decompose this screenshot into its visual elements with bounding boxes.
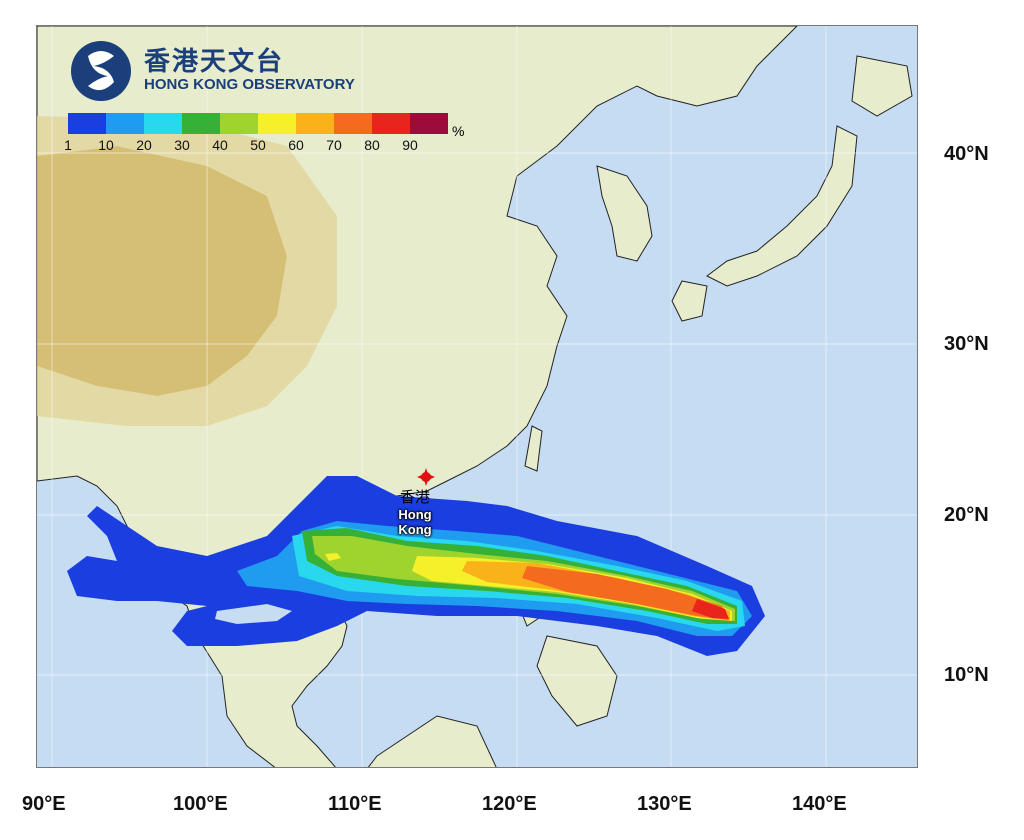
- legend-ticks: 1 10 20 30 40 50 60 70 80 90: [64, 134, 468, 153]
- lon-label-100: 100°E: [173, 793, 228, 815]
- hko-emblem-icon: [71, 41, 131, 101]
- hko-logo: 香港天文台 HONG KONG OBSERVATORY: [64, 38, 355, 104]
- lon-label-130: 130°E: [637, 793, 692, 815]
- legend-tick-label: 50: [250, 137, 266, 153]
- org-name-cn: 香港天文台: [144, 47, 285, 77]
- probability-swath: [67, 476, 765, 656]
- legend-swatch-6: [296, 113, 334, 134]
- lat-label-20: 20°N: [944, 504, 989, 526]
- swath-80-90: [692, 599, 729, 619]
- hong-kong-name-cn: 香港: [399, 488, 430, 506]
- legend-swatch-3: [182, 113, 220, 134]
- hong-kong-marker: [417, 468, 435, 486]
- lat-label-10: 10°N: [944, 664, 989, 686]
- legend-swatch-7: [334, 113, 372, 134]
- hong-kong-name-en: Hong Kong: [398, 507, 432, 537]
- japan-hokkaido: [851, 55, 913, 117]
- legend-unit: %: [452, 123, 465, 139]
- legend-tick-label: 1: [64, 137, 72, 153]
- lat-label-40: 40°N: [944, 143, 989, 165]
- philippines-south: [536, 635, 618, 727]
- legend-tick-label: 70: [326, 137, 342, 153]
- legend-swatch-8: [372, 113, 410, 134]
- legend-tick-label: 60: [288, 137, 304, 153]
- japan-kyushu: [671, 280, 708, 322]
- probability-legend: 1 10 20 30 40 50 60 70 80 90 %: [64, 113, 468, 153]
- taiwan: [524, 425, 543, 472]
- legend-swatch-1: [106, 113, 144, 134]
- swath-hole: [215, 604, 292, 624]
- legend-tick-label: 30: [174, 137, 190, 153]
- legend-tick-label: 80: [364, 137, 380, 153]
- legend-swatch-2: [144, 113, 182, 134]
- swath-peak-yellow-west: [325, 553, 341, 561]
- legend-swatch-9: [410, 113, 448, 134]
- lon-label-120: 120°E: [482, 793, 537, 815]
- lon-label-90: 90°E: [22, 793, 66, 815]
- lon-label-110: 110°E: [328, 793, 382, 815]
- legend-swatch-4: [220, 113, 258, 134]
- hong-kong-label: 香港 Hong Kong: [386, 486, 444, 537]
- org-name-en: HONG KONG OBSERVATORY: [144, 76, 355, 93]
- korea: [596, 165, 653, 262]
- japan-honshu: [706, 125, 858, 287]
- swath-70-80: [522, 566, 729, 620]
- legend-tick-label: 40: [212, 137, 228, 153]
- map-frame: [36, 25, 918, 768]
- legend-tick-label: 20: [136, 137, 152, 153]
- tibet-highland: [37, 146, 287, 396]
- legend-tick-label: 90: [402, 137, 418, 153]
- map-canvas: [37, 26, 917, 767]
- legend-swatch-5: [258, 113, 296, 134]
- legend-tick-label: 10: [98, 137, 114, 153]
- legend-color-bar: [68, 113, 448, 134]
- legend-swatch-0: [68, 113, 106, 134]
- lat-label-30: 30°N: [944, 333, 989, 355]
- borneo: [367, 715, 497, 767]
- highland-mid: [37, 116, 337, 426]
- lon-label-140: 140°E: [792, 793, 847, 815]
